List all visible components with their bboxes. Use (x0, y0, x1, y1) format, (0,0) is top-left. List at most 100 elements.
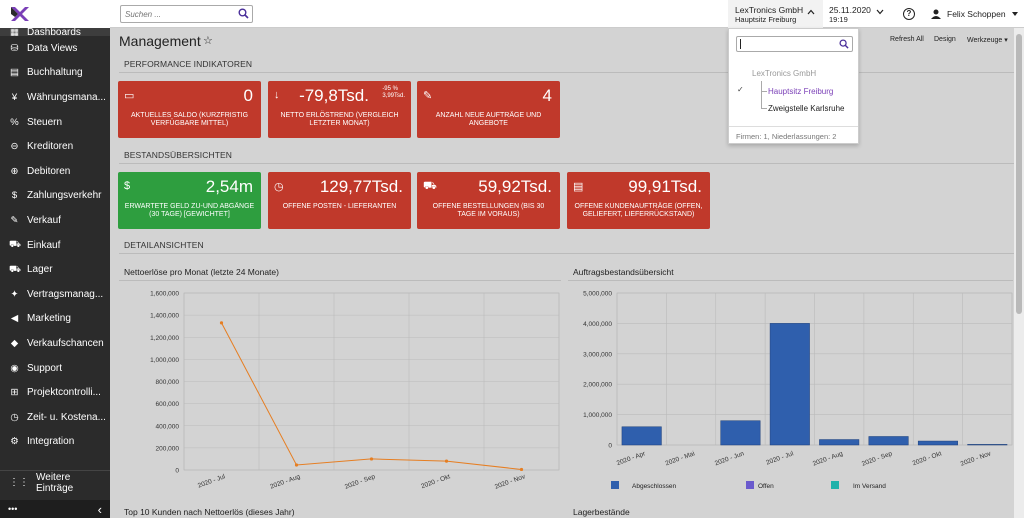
handshake-icon: ✦ (10, 288, 19, 300)
tile-value: 59,92Tsd. (478, 177, 552, 196)
search-icon[interactable] (238, 8, 249, 19)
sidebar-item-dashboards[interactable]: ▦ Dashboards (0, 28, 110, 36)
scrollbar-thumb[interactable] (1016, 34, 1022, 314)
sidebar-item-label: Steuern (27, 116, 63, 128)
x-tick-label: 2020 - Jul (197, 473, 227, 490)
data-point[interactable] (519, 467, 524, 472)
y-tick-label: 1,000,000 (150, 357, 179, 364)
sidebar-item-verkaufschancen[interactable]: ◆ Verkaufschancen (0, 331, 110, 356)
design-button[interactable]: Design (934, 36, 956, 43)
sidebar-item-label: Integration (27, 436, 75, 448)
y-tick-label: 4,000,000 (583, 321, 612, 328)
tile-value: -79,8Tsd. (299, 86, 369, 105)
tools-label: Werkzeuge (967, 37, 1003, 44)
plus-circle-icon: ⊕ (10, 165, 19, 177)
logo-x-icon (11, 7, 29, 21)
sidebar-item-steuern[interactable]: % Steuern (0, 110, 110, 135)
sidebar-item-label: Data Views (27, 42, 78, 54)
sidebar-item-zeit-u-kostena[interactable]: ◷ Zeit- u. Kostena... (0, 405, 110, 430)
sidebar-nav-list: ⛁ Data Views ▤ Buchhaltung ¥ Währungsmana...%… (0, 36, 110, 454)
refresh-all-button[interactable]: Refresh All (890, 36, 924, 43)
bar[interactable] (819, 439, 860, 446)
dots-icon[interactable]: ••• (8, 504, 18, 514)
date-display[interactable]: 25.11.2020 19:19 (829, 5, 871, 25)
data-point[interactable] (369, 457, 374, 461)
search-box[interactable] (120, 5, 253, 23)
sidebar-item-vertragsmanag[interactable]: ✦ Vertragsmanag... (0, 282, 110, 307)
caret-down-icon (1011, 12, 1018, 16)
tree-line (761, 108, 767, 109)
kpi-tile[interactable]: ↓ -79,8Tsd. -95 % 3,99Tsd. NETTO ERLÖSTREND … (268, 81, 411, 138)
sidebar-item-währungsmana[interactable]: ¥ Währungsmana... (0, 85, 110, 110)
kpi-tile[interactable]: ⛟ 59,92Tsd. OFFENE BESTELLUNGEN (BIS 30 TA… (417, 172, 560, 229)
x-tick-label: 2020 - Okt (420, 473, 451, 490)
minus-circle-icon: ⊖ (10, 141, 19, 153)
bar[interactable] (967, 444, 1008, 446)
user-icon (931, 9, 941, 19)
bar[interactable] (720, 420, 761, 446)
branch-option-selected[interactable]: Hauptsitz Freiburg (768, 87, 834, 96)
user-menu[interactable]: Felix Schoppen (931, 9, 1018, 19)
tile-value: 0 (243, 86, 253, 105)
section-divider (119, 253, 1021, 254)
y-tick-label: 0 (175, 468, 179, 475)
chevron-down-icon[interactable] (876, 9, 884, 15)
kpi-tile[interactable]: ✎ 4 ANZAHL NEUE AUFTRÄGE UND ANGEBOTE (417, 81, 560, 138)
sidebar-item-kreditoren[interactable]: ⊖ Kreditoren (0, 134, 110, 159)
section-divider (119, 163, 1021, 164)
sidebar-item-support[interactable]: ◉ Support (0, 356, 110, 381)
search-input[interactable] (121, 6, 231, 22)
star-icon[interactable]: ☆ (203, 35, 213, 47)
tools-menu-button[interactable]: Werkzeuge ▾ (967, 36, 1008, 44)
sidebar-item-integration[interactable]: ⚙ Integration (0, 430, 110, 455)
data-point[interactable] (294, 463, 299, 467)
data-point[interactable] (219, 321, 224, 325)
x-tick-label: 2020 - Aug (812, 450, 844, 467)
sidebar-more-entries[interactable]: ⋮⋮ Weitere Einträge (0, 470, 110, 494)
bar[interactable] (917, 440, 958, 446)
sidebar-item-label: Verkaufschancen (27, 337, 104, 349)
kpi-tile[interactable]: ▭ 0 AKTUELLES SALDO (KURZFRISTIG VERFÜGBAR… (118, 81, 261, 138)
sidebar-item-verkauf[interactable]: ✎ Verkauf (0, 208, 110, 233)
legend-swatch (746, 481, 754, 489)
chart-divider (119, 280, 561, 281)
x-tick-label: 2020 - Sep (344, 473, 377, 491)
data-point[interactable] (444, 459, 449, 463)
bar[interactable] (769, 323, 810, 446)
app-logo[interactable] (0, 0, 110, 28)
main-content: Management ☆ Refresh All Design Werkzeug… (110, 28, 1021, 518)
sidebar-item-marketing[interactable]: ◀ Marketing (0, 307, 110, 332)
company-branch: Hauptsitz Freiburg (735, 15, 797, 24)
sidebar-item-buchhaltung[interactable]: ▤ Buchhaltung (0, 61, 110, 86)
cart-icon: ⛟ (423, 180, 437, 192)
bar[interactable] (621, 426, 662, 446)
sidebar-item-lager[interactable]: ⛟ Lager (0, 257, 110, 282)
search-icon[interactable] (839, 39, 849, 49)
legend-label: Im Versand (853, 483, 886, 490)
sidebar-item-zahlungsverkehr[interactable]: $ Zahlungsverkehr (0, 184, 110, 209)
x-tick-label: 2020 - Apr (616, 450, 647, 467)
sidebar-item-projektcontrolli[interactable]: ⊞ Projektcontrolli... (0, 380, 110, 405)
collapse-icon[interactable]: ‹ (97, 501, 102, 517)
time-value: 19:19 (829, 15, 848, 24)
help-icon[interactable]: ? (903, 8, 915, 20)
bar[interactable] (868, 436, 909, 446)
branch-option[interactable]: Zweigstelle Karlsruhe (768, 104, 845, 113)
x-tick-label: 2020 - Jun (714, 450, 746, 467)
section-title-kpi: PERFORMANCE INDIKATOREN (124, 59, 253, 69)
sidebar-item-label: Zeit- u. Kostena... (27, 411, 106, 423)
kpi-tile[interactable]: $2,54m ERWARTETE GELD ZU-UND ABGÄNGE (30 … (118, 172, 261, 229)
sidebar-item-data-views[interactable]: ⛁ Data Views (0, 36, 110, 61)
company-selector[interactable]: LexTronics GmbH Hauptsitz Freiburg (728, 0, 823, 28)
tile-label: AKTUELLES SALDO (KURZFRISTIG VERFÜGBARE … (130, 112, 249, 127)
y-tick-label: 1,000,000 (583, 412, 612, 419)
sidebar-item-debitoren[interactable]: ⊕ Debitoren (0, 159, 110, 184)
tree-line (761, 91, 767, 92)
sidebar-item-einkauf[interactable]: ⛟ Einkauf (0, 233, 110, 258)
y-tick-label: 2,000,000 (583, 382, 612, 389)
kpi-tile[interactable]: ▤ 99,91Tsd. OFFENE KUNDENAUFTRÄGE (OFFEN, … (567, 172, 710, 229)
truck-icon: ⛟ (9, 263, 21, 275)
main-scrollbar[interactable] (1014, 28, 1024, 518)
company-search-input[interactable] (736, 36, 853, 52)
kpi-tile[interactable]: ◷ 129,77Tsd. OFFENE POSTEN - LIEFERANTEN (268, 172, 411, 229)
